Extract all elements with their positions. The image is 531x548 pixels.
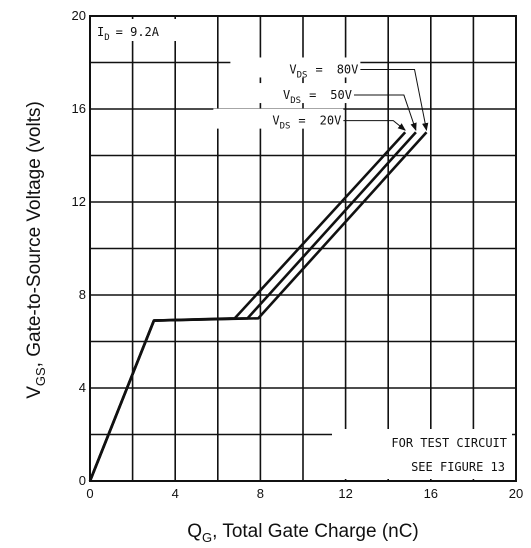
x-axis-label: QG, Total Gate Charge (nC): [187, 521, 419, 545]
condition-label-bg: [93, 19, 195, 41]
legend-label-20V: VDS = 20V: [272, 114, 341, 132]
x-tick-label-1: 4: [172, 486, 179, 501]
legend-label-80V: VDS = 80V: [289, 62, 358, 80]
x-tick-label-0: 0: [86, 486, 93, 501]
x-tick-label-2: 8: [257, 486, 264, 501]
tick-labels: 0 4 8 12 16 20 0 4 8 12 16 20: [72, 8, 524, 501]
x-tick-label-4: 16: [424, 486, 438, 501]
curves: [88, 131, 428, 482]
y-tick-label-3: 12: [72, 194, 86, 209]
legend-label-50V: VDS = 50V: [283, 88, 352, 106]
test-circuit-note-bg: [332, 429, 512, 479]
plot-frame: [89, 15, 517, 482]
y-tick-label-2: 8: [79, 287, 86, 302]
legend-bg-20V: [213, 108, 344, 129]
y-axis-label: VGS, Gate-to-Source Voltage (volts): [24, 101, 48, 399]
y-tick-label-4: 16: [72, 101, 86, 116]
condition-label: ID = 9.2A: [97, 25, 160, 43]
legend-bg-80V: [230, 57, 361, 78]
y-tick-label-1: 4: [79, 380, 86, 395]
legend-leader-20V: [343, 120, 406, 131]
x-tick-label-5: 20: [509, 486, 523, 501]
legend-leader-50V: [353, 94, 417, 132]
test-circuit-note-line2: SEE FIGURE 13: [411, 460, 505, 474]
legend-bg-50V: [223, 83, 354, 104]
x-tick-label-3: 12: [338, 486, 352, 501]
series-line-50V: [88, 131, 417, 482]
y-tick-label-5: 20: [72, 8, 86, 23]
series-line-20V: [88, 131, 407, 482]
test-circuit-note-line1: FOR TEST CIRCUIT: [391, 436, 507, 450]
y-tick-label-0: 0: [79, 473, 86, 488]
legend: VDS = 80V VDS = 50V VDS = 20V: [213, 57, 429, 132]
legend-leader-80V: [360, 68, 429, 132]
